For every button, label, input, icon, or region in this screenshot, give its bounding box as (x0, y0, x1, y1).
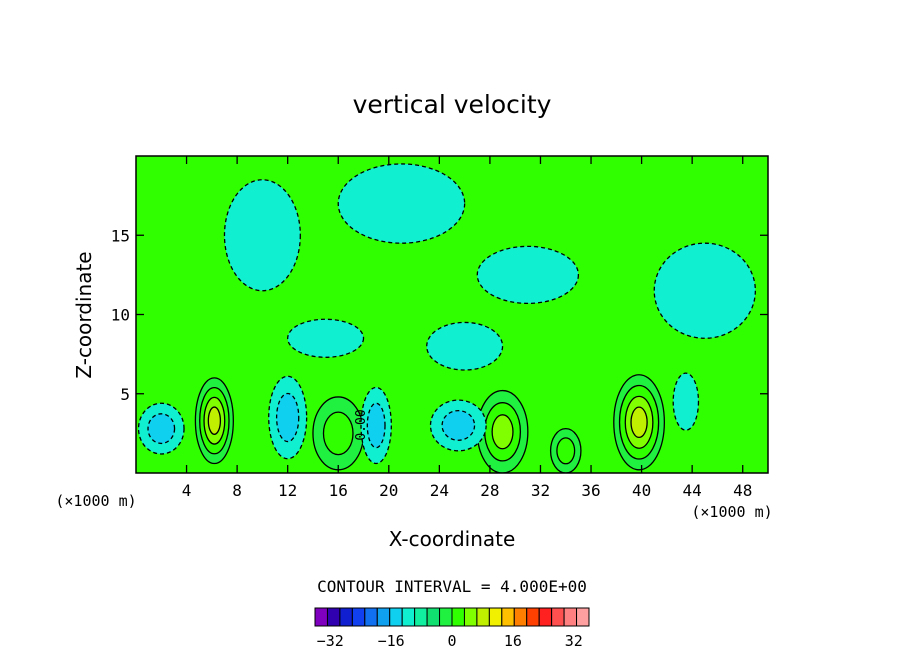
x-tick-label: 28 (480, 481, 499, 500)
y-tick-label: 10 (111, 306, 130, 325)
contour-updraft-4-level-1 (556, 437, 576, 465)
colorbar-swatch (476, 607, 490, 627)
colorbar-swatch (526, 607, 540, 627)
x-tick-label: 32 (531, 481, 550, 500)
y-axis-label: Z-coordinate (72, 251, 96, 378)
colorbar-tick-label: 0 (447, 632, 456, 650)
contour-weak-12-level-0 (476, 245, 580, 305)
contour-updraft-0-level-3 (207, 406, 222, 435)
colorbar-swatch (551, 607, 565, 627)
colorbar-swatch (463, 607, 478, 627)
colorbar-swatch (426, 607, 441, 627)
inline-contour-label: 0.00 (354, 409, 369, 440)
x-tick-label: 24 (430, 481, 449, 500)
contour-downdraft-9-level-0 (672, 372, 700, 431)
colorbar-swatch (364, 607, 378, 627)
x-tick-label: 40 (632, 481, 651, 500)
x-axis-ticks: 4 8 12 16 20 24 28 32 36 40 44 48 (182, 156, 752, 500)
y-tick-label: 5 (120, 385, 130, 404)
colorbar-swatch (414, 607, 428, 627)
colorbar-swatch (326, 607, 341, 627)
colorbar-swatch (351, 607, 366, 627)
x-tick-label: 8 (232, 481, 242, 500)
x-tick-label: 44 (683, 481, 702, 500)
contour-updraft-1-level-1 (322, 411, 354, 456)
chart-title: vertical velocity (353, 90, 552, 119)
y-tick-label: 15 (111, 226, 130, 245)
x-tick-label: 48 (733, 481, 752, 500)
colorbar-swatch (401, 607, 416, 627)
colorbar-tick-label: −32 (317, 632, 344, 650)
colorbar-swatch (501, 607, 515, 627)
colorbar-swatch (488, 607, 503, 627)
colorbar-tick-label: 32 (565, 632, 583, 650)
contour-fields (137, 163, 757, 473)
colorbar-swatch (513, 607, 528, 627)
contour-interval-text: CONTOUR INTERVAL = 4.000E+00 (317, 577, 587, 596)
colorbar-swatch (439, 607, 453, 627)
y-axis-ticks: 5 10 15 (111, 226, 768, 404)
contour-downdraft-6-level-1 (275, 392, 300, 443)
contour-updraft-3-level-3 (630, 406, 648, 439)
colorbar-swatch (376, 607, 391, 627)
contour-weak-11-level-0 (337, 163, 466, 244)
colorbar-swatch (339, 607, 353, 627)
colorbar-swatch (563, 607, 578, 627)
x-tick-label: 12 (278, 481, 297, 500)
contour-weak-15-level-0 (287, 318, 365, 358)
colorbar-swatch (314, 607, 328, 627)
x-tick-label: 36 (581, 481, 600, 500)
y-axis-unit-label: (×1000 m) (55, 492, 136, 510)
contour-downdraft-7-level-1 (366, 402, 386, 449)
contour-weak-14-level-0 (426, 321, 504, 371)
contour-weak-10-level-0 (223, 179, 301, 292)
colorbar-swatch (538, 607, 553, 627)
x-tick-label: 16 (329, 481, 348, 500)
colorbar-tick-label: −16 (378, 632, 405, 650)
x-axis-unit-label: (×1000 m) (691, 503, 772, 521)
x-axis-label: X-coordinate (389, 527, 516, 551)
plot-area (136, 156, 768, 473)
contour-updraft-2-level-2 (491, 414, 514, 450)
x-tick-label: 20 (379, 481, 398, 500)
contour-downdraft-8-level-1 (441, 410, 476, 441)
contour-downdraft-5-level-1 (147, 413, 176, 445)
colorbar-swatch (451, 607, 465, 627)
x-tick-label: 4 (182, 481, 192, 500)
colorbar-swatch (576, 607, 590, 627)
colorbar-ticks: −32 −16 0 16 32 (317, 632, 583, 650)
colorbar-swatch (389, 607, 403, 627)
colorbar (314, 607, 590, 627)
contour-weak-13-level-0 (653, 242, 757, 339)
colorbar-tick-label: 16 (504, 632, 522, 650)
